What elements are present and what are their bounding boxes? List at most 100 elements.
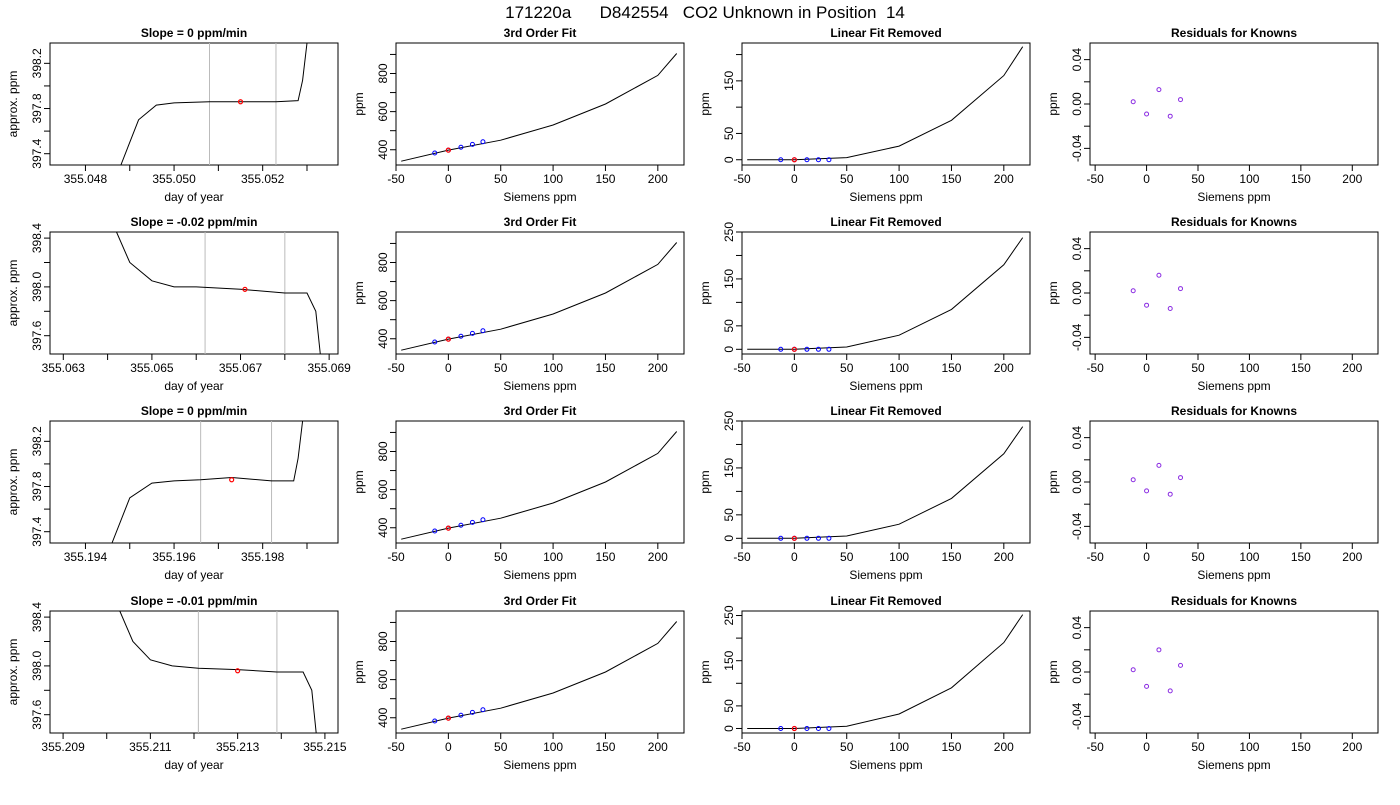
panel-residuals: Residuals for Knowns -50 0 50 100 150 200 -0.04… bbox=[1046, 215, 1379, 393]
data-point bbox=[804, 157, 810, 163]
y-tick-label: 398.0 bbox=[30, 651, 44, 681]
y-axis-label: ppm bbox=[1046, 281, 1060, 304]
data-point bbox=[1178, 97, 1184, 103]
plot-area bbox=[120, 43, 308, 165]
y-axis-label: ppm bbox=[1046, 660, 1060, 683]
data-point bbox=[815, 535, 821, 541]
data-point bbox=[1144, 302, 1150, 308]
unknown-marker bbox=[229, 477, 235, 483]
data-point bbox=[1167, 306, 1173, 312]
x-tick-label: 355.065 bbox=[130, 361, 174, 375]
panel-linear-removed: Linear Fit Removed -50 0 50 100 150 200 0 50 150 2… bbox=[698, 594, 1031, 772]
x-tick-label: 0 bbox=[445, 361, 452, 375]
x-tick-label: 355.067 bbox=[219, 361, 263, 375]
x-tick-label: 200 bbox=[648, 361, 668, 375]
y-tick-label: 0.00 bbox=[1070, 660, 1084, 684]
data-point bbox=[1178, 662, 1184, 668]
y-axis-label: approx. ppm bbox=[6, 449, 20, 516]
x-tick-label: 200 bbox=[994, 172, 1014, 186]
panel-title: Slope = -0.01 ppm/min bbox=[130, 594, 257, 608]
x-tick-label: 100 bbox=[1239, 361, 1259, 375]
x-axis-label: day of year bbox=[164, 568, 223, 582]
y-tick-label: 0.04 bbox=[1070, 616, 1084, 640]
y-tick-label: 397.4 bbox=[30, 138, 44, 168]
x-axis-label: Siemens ppm bbox=[1197, 568, 1270, 582]
x-axis-label: day of year bbox=[164, 379, 223, 393]
unknown-marker bbox=[791, 157, 797, 163]
y-tick-label: 150 bbox=[722, 71, 736, 91]
plot-area bbox=[401, 53, 678, 162]
unknown-marker bbox=[791, 725, 797, 732]
data-point bbox=[458, 333, 464, 339]
y-tick-label: 250 bbox=[722, 222, 736, 242]
y-tick-label: -0.04 bbox=[1070, 702, 1084, 730]
series-line bbox=[111, 421, 304, 543]
data-point bbox=[804, 346, 810, 352]
panel-title: Residuals for Knowns bbox=[1171, 215, 1297, 229]
data-point bbox=[480, 139, 486, 145]
data-point bbox=[826, 725, 832, 731]
y-tick-label: 397.8 bbox=[30, 93, 44, 123]
fit-curve bbox=[401, 621, 678, 730]
x-tick-label: 50 bbox=[1191, 740, 1205, 754]
data-point bbox=[432, 339, 438, 345]
data-point bbox=[826, 535, 832, 541]
plot-frame bbox=[395, 231, 685, 355]
x-tick-label: 150 bbox=[595, 550, 615, 564]
y-tick-label: 400 bbox=[376, 328, 390, 348]
fit-curve bbox=[401, 431, 678, 540]
x-tick-label: 100 bbox=[543, 361, 563, 375]
series-line bbox=[120, 43, 308, 165]
data-point bbox=[826, 346, 832, 352]
x-tick-label: -50 bbox=[387, 361, 405, 375]
panel-fit: 3rd Order Fit -50 0 50 100 150 200 400 600 800 Sie… bbox=[352, 594, 685, 772]
x-axis-label: Siemens ppm bbox=[503, 379, 576, 393]
fit-curve bbox=[747, 46, 1024, 161]
x-tick-label: 355.050 bbox=[152, 172, 196, 186]
x-tick-label: 100 bbox=[543, 740, 563, 754]
x-axis-label: Siemens ppm bbox=[849, 379, 922, 393]
plot-area bbox=[116, 232, 321, 354]
y-tick-label: 150 bbox=[722, 650, 736, 670]
y-tick-label: 600 bbox=[376, 479, 390, 499]
x-tick-label: 100 bbox=[543, 172, 563, 186]
fit-curve bbox=[401, 242, 678, 351]
data-point bbox=[1130, 99, 1136, 105]
y-tick-label: 397.6 bbox=[30, 320, 44, 350]
plot-frame bbox=[741, 231, 1031, 355]
y-tick-label: 0.00 bbox=[1070, 281, 1084, 305]
data-point bbox=[1156, 647, 1162, 653]
x-tick-label: 0 bbox=[445, 172, 452, 186]
x-tick-label: -50 bbox=[1086, 550, 1104, 564]
unknown-marker bbox=[445, 336, 451, 342]
plot-frame bbox=[741, 610, 1031, 734]
plot-area bbox=[1130, 87, 1184, 119]
panel-title: Linear Fit Removed bbox=[830, 215, 941, 229]
x-tick-label: -50 bbox=[1086, 740, 1104, 754]
x-tick-label: 100 bbox=[1239, 740, 1259, 754]
plot-frame bbox=[49, 420, 339, 544]
data-point bbox=[469, 141, 475, 147]
x-tick-label: -50 bbox=[1086, 172, 1104, 186]
unknown-marker bbox=[445, 147, 451, 153]
y-tick-label: 0 bbox=[722, 535, 736, 542]
x-tick-label: -50 bbox=[1086, 361, 1104, 375]
data-point bbox=[1130, 667, 1136, 673]
plot-frame bbox=[49, 231, 339, 355]
data-point bbox=[1156, 87, 1162, 93]
plot-area bbox=[747, 46, 1024, 163]
data-point bbox=[1144, 488, 1150, 494]
panel-residuals: Residuals for Knowns -50 0 50 100 150 200 -0.04… bbox=[1046, 26, 1379, 204]
y-tick-label: -0.04 bbox=[1070, 323, 1084, 351]
y-tick-label: 250 bbox=[722, 605, 736, 625]
x-tick-label: 100 bbox=[889, 172, 909, 186]
x-tick-label: 150 bbox=[941, 361, 961, 375]
panel-fit: 3rd Order Fit -50 0 50 100 150 200 400 600 800 Sie… bbox=[352, 215, 685, 393]
x-tick-label: 50 bbox=[1191, 172, 1205, 186]
panel-title: 3rd Order Fit bbox=[504, 215, 577, 229]
panel-title: Slope = -0.02 ppm/min bbox=[130, 215, 257, 229]
y-tick-label: 800 bbox=[376, 441, 390, 461]
x-tick-label: -50 bbox=[387, 740, 405, 754]
